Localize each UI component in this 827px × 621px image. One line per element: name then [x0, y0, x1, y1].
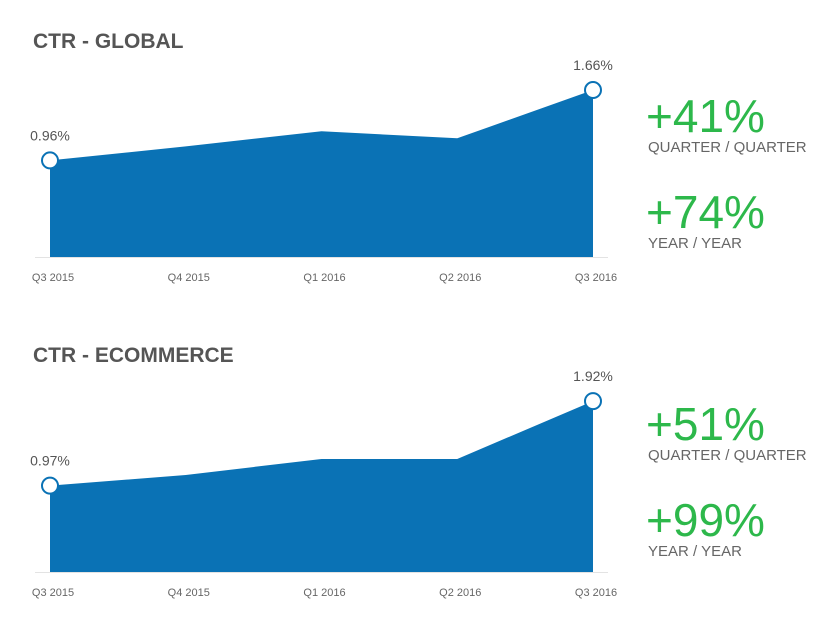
x-tick-label: Q4 2015 [168, 587, 210, 599]
marker [41, 476, 59, 495]
x-tick-label: Q3 2016 [575, 272, 617, 284]
area [50, 90, 593, 257]
x-tick-label: Q3 2015 [32, 272, 74, 284]
x-tick-label: Q3 2016 [575, 587, 617, 599]
marker [584, 81, 602, 100]
stat-caption: YEAR / YEAR [648, 543, 742, 560]
value-label: 0.97% [30, 453, 70, 469]
x-tick-label: Q1 2016 [303, 272, 345, 284]
stat-value: +99% [646, 494, 765, 546]
stat-caption: QUARTER / QUARTER [648, 139, 807, 156]
marker [41, 151, 59, 170]
value-label: 1.66% [573, 57, 613, 73]
stat-caption: YEAR / YEAR [648, 235, 742, 252]
stat-caption: QUARTER / QUARTER [648, 447, 807, 464]
chart-title: CTR - ECOMMERCE [33, 344, 234, 367]
chart-title: CTR - GLOBAL [33, 30, 184, 53]
x-tick-label: Q4 2015 [168, 272, 210, 284]
x-tick-label: Q2 2016 [439, 587, 481, 599]
marker [584, 392, 602, 411]
stat-value: +74% [646, 186, 765, 238]
x-tick-label: Q2 2016 [439, 272, 481, 284]
value-label: 0.96% [30, 127, 70, 143]
area [50, 401, 593, 572]
stat-value: +51% [646, 398, 765, 450]
stat-value: +41% [646, 90, 765, 142]
value-label: 1.92% [573, 368, 613, 384]
x-tick-label: Q3 2015 [32, 587, 74, 599]
x-tick-label: Q1 2016 [303, 587, 345, 599]
